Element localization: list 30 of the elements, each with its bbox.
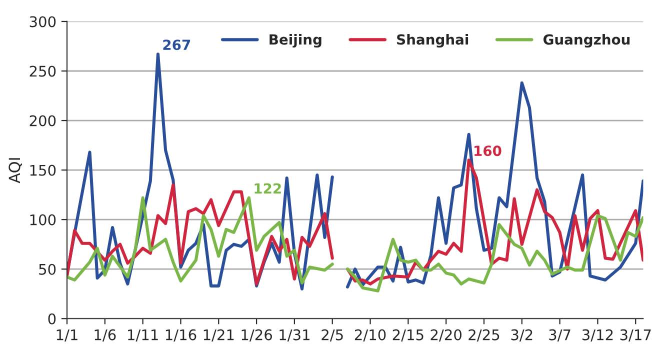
y-tick-label: 0 [48,313,56,324]
y-tick-label: 250 [30,66,56,77]
x-tick-label: 1/21 [204,329,234,342]
x-tick-label: 3/2 [511,329,532,342]
x-tick-label: 1/6 [94,329,116,342]
x-tick-label: 3/7 [549,329,570,342]
x-tick-label: 3/17 [620,329,651,342]
legend-label: Guangzhou [544,34,630,48]
y-tick-label: 100 [30,214,56,226]
x-tick-label: 2/5 [322,329,343,342]
y-tick-label: 150 [30,164,56,176]
x-tick-label: 1/11 [128,329,158,342]
y-tick-label: 300 [30,16,56,28]
annotation: 122 [254,183,281,194]
x-tick-label: 2/20 [430,329,462,342]
x-tick-label: 2/15 [392,329,424,342]
legend-label: Shanghai [397,34,468,48]
x-tick-label: 2/25 [468,329,500,342]
x-tick-label: 1/1 [56,329,78,342]
annotation: 267 [163,40,190,50]
x-tick-label: 1/26 [242,329,272,342]
legend-label: Beijing [270,34,322,48]
y-axis-title: AQI [8,158,22,184]
x-tick-label: 1/16 [166,329,196,342]
x-tick-label: 3/12 [582,329,613,342]
x-tick-label: 2/10 [354,329,386,342]
y-tick-label: 200 [30,115,56,126]
annotation: 160 [474,146,502,156]
y-tick-label: 50 [39,264,56,275]
x-tick-label: 1/31 [280,329,310,342]
